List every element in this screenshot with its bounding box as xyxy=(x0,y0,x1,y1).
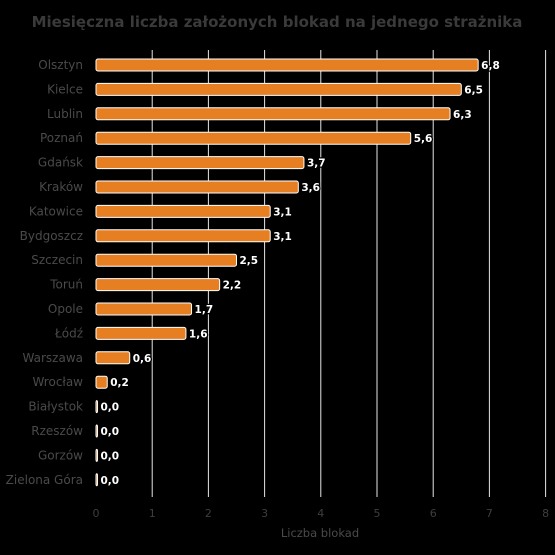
category-label: Kielce xyxy=(47,82,83,96)
data-label: 6,5 xyxy=(464,84,483,96)
category-label: Kraków xyxy=(39,180,83,194)
bar xyxy=(95,351,131,365)
x-tick-label: 1 xyxy=(149,507,156,520)
bar xyxy=(95,82,462,96)
x-tick-label: 7 xyxy=(486,507,493,520)
x-tick-label: 6 xyxy=(430,507,437,520)
data-label: 0,2 xyxy=(110,377,129,389)
category-label: Wrocław xyxy=(32,375,83,389)
bar xyxy=(95,156,305,170)
x-tick-labels: 0 1 2 3 4 5 6 7 8 xyxy=(93,507,550,520)
category-label: Gdańsk xyxy=(38,156,83,170)
data-label: 2,5 xyxy=(240,255,259,267)
category-label: Opole xyxy=(48,302,83,316)
bar xyxy=(95,107,451,121)
category-label: Bydgoszcz xyxy=(20,229,83,243)
data-label: 2,2 xyxy=(223,280,242,292)
category-label: Toruń xyxy=(49,278,83,292)
category-label: Zielona Góra xyxy=(6,473,83,487)
data-label: 6,3 xyxy=(453,109,472,121)
bar xyxy=(95,375,108,389)
bar xyxy=(95,448,98,462)
x-tick-label: 3 xyxy=(261,507,268,520)
data-label: 0,6 xyxy=(133,353,152,365)
category-labels: Olsztyn Kielce Lublin Poznań Gdańsk Kraków Kat… xyxy=(6,58,84,487)
bar xyxy=(95,229,271,243)
category-label: Rzeszów xyxy=(31,424,83,438)
data-label: 0,0 xyxy=(101,426,120,438)
bar xyxy=(95,131,412,145)
data-labels: 6,8 6,5 6,3 5,6 3,7 3,6 3,1 3,1 2,5 2,2 1,7 1,6 0,6 0… xyxy=(99,59,501,488)
bar xyxy=(95,326,187,340)
category-label: Lublin xyxy=(47,107,83,121)
data-label: 1,6 xyxy=(189,328,208,340)
x-tick-label: 8 xyxy=(542,507,549,520)
chart-title: Miesięczna liczba założonych blokad na j… xyxy=(32,13,523,31)
category-label: Białystok xyxy=(28,400,83,414)
data-label: 1,7 xyxy=(195,304,214,316)
data-label: 3,1 xyxy=(273,231,292,243)
category-label: Katowice xyxy=(29,204,83,218)
data-label: 3,6 xyxy=(301,182,320,194)
x-tick-label: 0 xyxy=(93,507,100,520)
data-label: 0,0 xyxy=(101,450,120,462)
bar xyxy=(95,424,98,438)
bar xyxy=(95,473,98,487)
x-tick-label: 5 xyxy=(374,507,381,520)
category-label: Olsztyn xyxy=(38,58,83,72)
grid-lines xyxy=(151,50,547,497)
data-label: 3,7 xyxy=(307,158,326,170)
data-label: 3,1 xyxy=(273,206,292,218)
data-label: 0,0 xyxy=(101,402,120,414)
data-label: 6,8 xyxy=(481,60,500,72)
category-label: Gorzów xyxy=(38,448,83,462)
bar xyxy=(95,400,98,414)
x-axis-label: Liczba blokad xyxy=(281,526,359,540)
category-label: Szczecin xyxy=(31,253,83,267)
bar xyxy=(95,204,271,218)
bar xyxy=(95,278,221,292)
category-label: Warszawa xyxy=(23,351,83,365)
x-tick-label: 2 xyxy=(205,507,212,520)
data-label: 5,6 xyxy=(414,133,433,145)
bar xyxy=(95,58,479,72)
category-label: Poznań xyxy=(40,131,83,145)
bar xyxy=(95,180,299,194)
bar xyxy=(95,253,237,267)
x-tick-label: 4 xyxy=(317,507,324,520)
bars xyxy=(95,58,479,487)
bar xyxy=(95,302,193,316)
data-label: 0,0 xyxy=(101,475,120,487)
category-label: Łódź xyxy=(54,326,83,340)
